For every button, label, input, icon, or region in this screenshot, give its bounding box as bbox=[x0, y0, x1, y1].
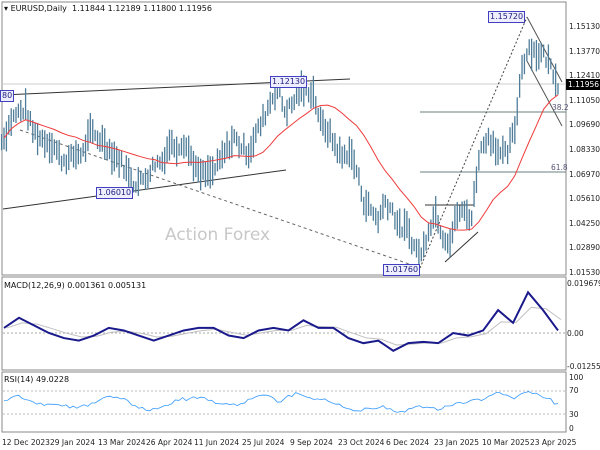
date-tick: 9 Sep 2024 bbox=[290, 438, 333, 447]
low-label-1: 1.06010 bbox=[96, 187, 134, 199]
date-tick: 23 Apr 2025 bbox=[530, 438, 577, 447]
price-tick: 1.11050 bbox=[569, 95, 600, 105]
macd-signal-line bbox=[6, 306, 562, 346]
fib-382-label: 38.2 bbox=[552, 103, 569, 112]
macd-line bbox=[3, 290, 559, 352]
symbol-label: EURUSD,Daily bbox=[10, 4, 67, 13]
high-label-1: 1.12130 bbox=[270, 76, 308, 88]
macd-tick: -0.012552 bbox=[567, 362, 600, 371]
fib-618-label: 61.8 bbox=[551, 163, 568, 172]
rsi-line bbox=[3, 391, 559, 413]
date-tick: 29 Jan 2024 bbox=[50, 438, 95, 447]
date-tick: 23 Oct 2024 bbox=[338, 438, 385, 447]
price-tick: 1.09690 bbox=[569, 120, 600, 130]
price-tick: 1.04250 bbox=[569, 218, 600, 228]
main-panel-frame bbox=[1, 1, 567, 276]
price-tick: 1.13770 bbox=[569, 46, 600, 56]
watermark: Action Forex bbox=[165, 225, 271, 245]
rsi-tick: 100 bbox=[569, 373, 584, 382]
date-tick: 6 Dec 2024 bbox=[386, 438, 430, 447]
rsi-tick: 0 bbox=[569, 424, 574, 433]
moving-average-line bbox=[3, 94, 559, 231]
price-tick: 1.15130 bbox=[569, 22, 600, 31]
rsi-tick: 30 bbox=[569, 410, 579, 419]
ohlc-values: 1.11844 1.12189 1.11800 1.11956 bbox=[72, 4, 212, 13]
date-tick: 12 Dec 2023 bbox=[2, 438, 50, 447]
lower-trendline bbox=[2, 169, 287, 210]
channel-lower bbox=[526, 60, 563, 127]
price-tick: 1.12410 bbox=[569, 71, 600, 81]
price-tick: 1.02890 bbox=[569, 243, 600, 253]
high-label-2: 1.15720 bbox=[488, 11, 526, 23]
rsi-tick: 70 bbox=[569, 386, 579, 395]
macd-title: MACD(12,26,9) 0.001361 0.005131 bbox=[4, 281, 147, 290]
high-left-label: 80 bbox=[0, 90, 15, 102]
date-tick: 26 Apr 2024 bbox=[146, 438, 193, 447]
date-tick: 13 Mar 2024 bbox=[98, 438, 146, 447]
current-price-tag: 1.11956 bbox=[566, 79, 600, 90]
price-tick: 1.01530 bbox=[569, 268, 600, 277]
date-tick: 10 Mar 2025 bbox=[482, 438, 530, 447]
symbol-header: ▾ EURUSD,Daily 1.11844 1.12189 1.11800 1… bbox=[4, 4, 212, 13]
macd-tick: 0.019679 bbox=[567, 279, 600, 288]
rsi-title: RSI(14) 49.0228 bbox=[4, 375, 70, 384]
dashed-trendline bbox=[19, 129, 416, 267]
low-label-2: 1.01760 bbox=[383, 264, 421, 276]
price-tick: 1.05610 bbox=[569, 194, 600, 204]
price-tick: 1.08330 bbox=[569, 145, 600, 154]
date-tick: 25 Jul 2024 bbox=[242, 438, 285, 447]
date-tick: 23 Jan 2025 bbox=[434, 438, 479, 447]
fib-projection-line bbox=[419, 16, 528, 269]
rsi-panel-frame bbox=[1, 371, 567, 433]
macd-panel-frame bbox=[1, 276, 567, 371]
price-tick: 1.06970 bbox=[569, 169, 600, 179]
date-tick: 11 Jun 2024 bbox=[194, 438, 240, 447]
macd-tick: 0.00 bbox=[567, 329, 584, 338]
